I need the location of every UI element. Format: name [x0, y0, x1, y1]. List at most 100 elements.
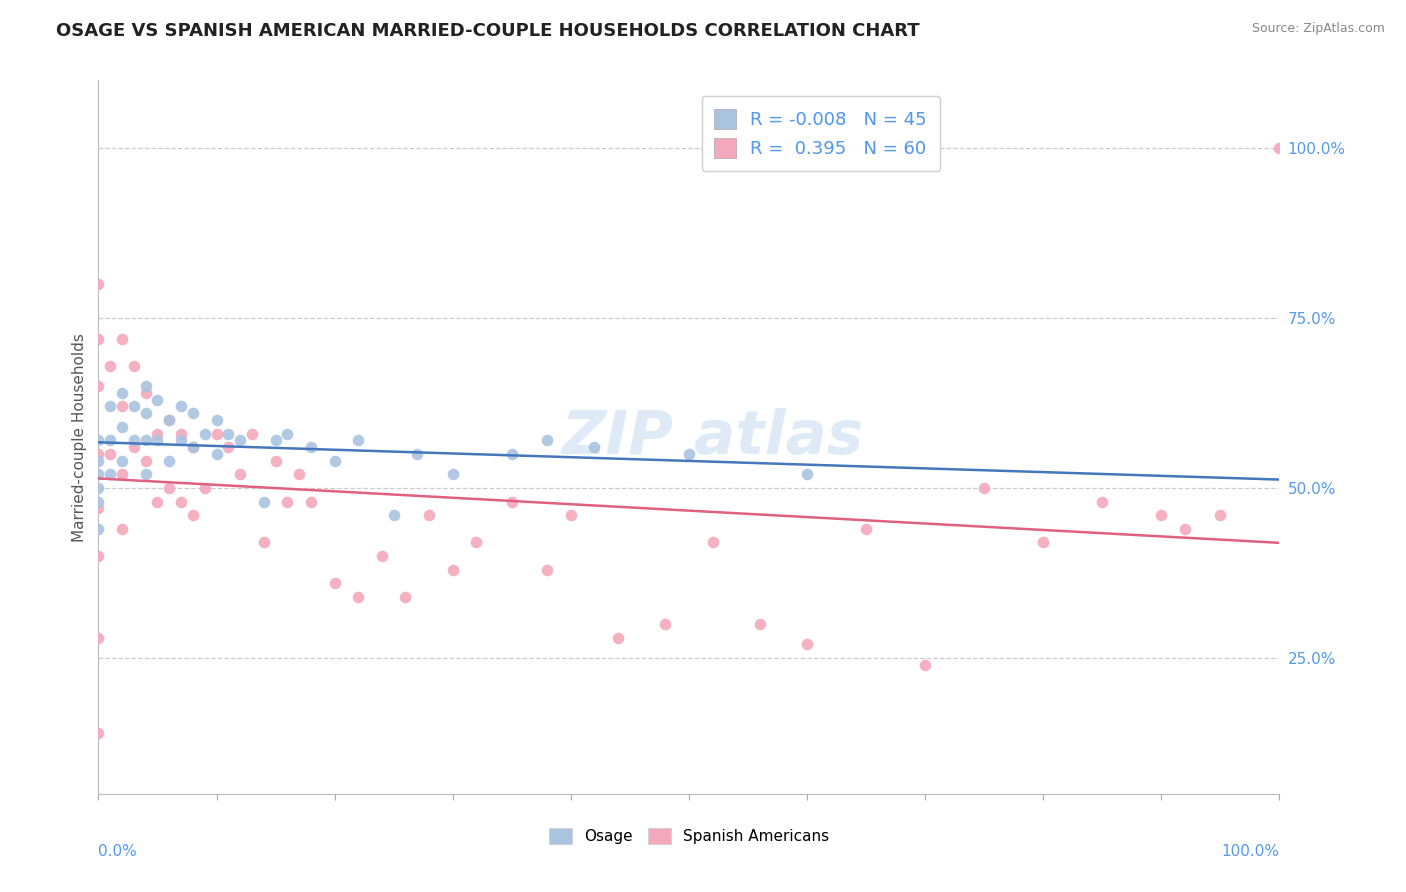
- Point: [87, 501, 110, 516]
- Point: [181, 406, 204, 420]
- Point: [122, 434, 145, 448]
- Point: [914, 657, 936, 672]
- Text: Source: ZipAtlas.com: Source: ZipAtlas.com: [1251, 22, 1385, 36]
- Point: [87, 522, 110, 536]
- Point: [170, 494, 193, 508]
- Point: [170, 400, 193, 414]
- Point: [170, 434, 193, 448]
- Point: [135, 379, 157, 393]
- Point: [560, 508, 582, 523]
- Point: [87, 549, 110, 563]
- Point: [98, 359, 121, 373]
- Point: [418, 508, 440, 523]
- Point: [111, 454, 134, 468]
- Legend: R = -0.008   N = 45, R =  0.395   N = 60: R = -0.008 N = 45, R = 0.395 N = 60: [702, 96, 939, 170]
- Point: [87, 725, 110, 739]
- Point: [855, 522, 877, 536]
- Point: [394, 590, 416, 604]
- Point: [748, 617, 770, 632]
- Point: [194, 481, 217, 495]
- Point: [122, 359, 145, 373]
- Point: [87, 434, 110, 448]
- Point: [157, 481, 180, 495]
- Point: [441, 467, 464, 482]
- Point: [181, 440, 204, 454]
- Point: [98, 447, 121, 461]
- Point: [583, 440, 606, 454]
- Point: [382, 508, 405, 523]
- Point: [135, 434, 157, 448]
- Point: [253, 535, 276, 549]
- Point: [371, 549, 394, 563]
- Point: [157, 454, 180, 468]
- Point: [87, 379, 110, 393]
- Point: [607, 631, 630, 645]
- Point: [87, 631, 110, 645]
- Point: [87, 467, 110, 482]
- Point: [678, 447, 700, 461]
- Point: [323, 454, 346, 468]
- Point: [347, 434, 370, 448]
- Point: [146, 434, 169, 448]
- Point: [796, 467, 818, 482]
- Point: [299, 440, 322, 454]
- Point: [288, 467, 311, 482]
- Point: [87, 454, 110, 468]
- Point: [796, 637, 818, 651]
- Point: [323, 576, 346, 591]
- Point: [217, 440, 239, 454]
- Point: [240, 426, 263, 441]
- Point: [87, 494, 110, 508]
- Point: [135, 467, 157, 482]
- Point: [702, 535, 724, 549]
- Point: [87, 277, 110, 292]
- Point: [1150, 508, 1173, 523]
- Point: [87, 332, 110, 346]
- Point: [181, 440, 204, 454]
- Text: 100.0%: 100.0%: [1222, 844, 1279, 859]
- Point: [264, 434, 287, 448]
- Point: [146, 392, 169, 407]
- Point: [276, 426, 298, 441]
- Point: [122, 440, 145, 454]
- Point: [146, 494, 169, 508]
- Point: [205, 413, 228, 427]
- Point: [122, 400, 145, 414]
- Point: [87, 481, 110, 495]
- Point: [253, 494, 276, 508]
- Point: [406, 447, 429, 461]
- Point: [205, 426, 228, 441]
- Point: [111, 420, 134, 434]
- Point: [347, 590, 370, 604]
- Point: [264, 454, 287, 468]
- Point: [1268, 141, 1291, 155]
- Point: [536, 563, 558, 577]
- Point: [217, 426, 239, 441]
- Point: [501, 447, 523, 461]
- Point: [111, 467, 134, 482]
- Point: [973, 481, 995, 495]
- Point: [98, 467, 121, 482]
- Point: [654, 617, 676, 632]
- Point: [229, 434, 252, 448]
- Point: [536, 434, 558, 448]
- Point: [181, 508, 204, 523]
- Point: [170, 426, 193, 441]
- Point: [111, 385, 134, 400]
- Point: [441, 563, 464, 577]
- Point: [87, 447, 110, 461]
- Point: [1091, 494, 1114, 508]
- Point: [135, 406, 157, 420]
- Point: [205, 447, 228, 461]
- Y-axis label: Married-couple Households: Married-couple Households: [72, 333, 87, 541]
- Text: OSAGE VS SPANISH AMERICAN MARRIED-COUPLE HOUSEHOLDS CORRELATION CHART: OSAGE VS SPANISH AMERICAN MARRIED-COUPLE…: [56, 22, 920, 40]
- Point: [111, 332, 134, 346]
- Point: [299, 494, 322, 508]
- Point: [1209, 508, 1232, 523]
- Point: [1174, 522, 1197, 536]
- Point: [111, 400, 134, 414]
- Point: [1032, 535, 1054, 549]
- Point: [194, 426, 217, 441]
- Point: [229, 467, 252, 482]
- Point: [146, 426, 169, 441]
